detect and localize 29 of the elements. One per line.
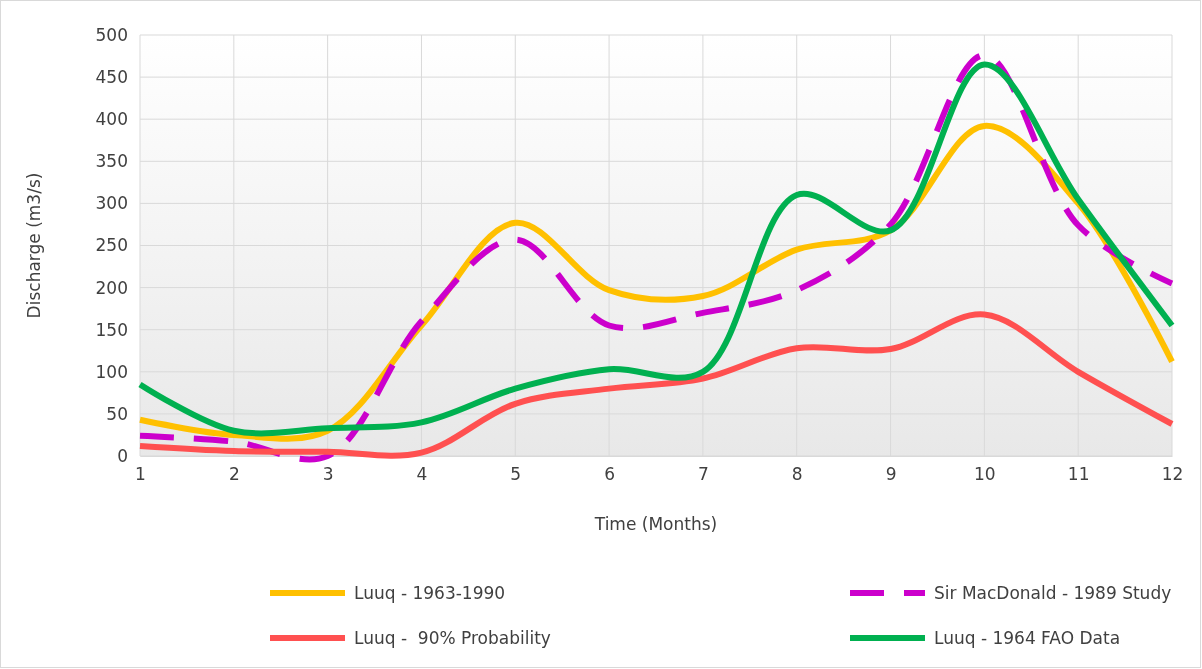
x-tick-label: 4 — [416, 464, 428, 485]
y-tick-label: 100 — [95, 361, 128, 382]
x-tick-label: 6 — [604, 464, 615, 485]
y-tick-label: 250 — [95, 235, 128, 256]
y-tick-label: 0 — [117, 445, 128, 466]
y-tick-label: 450 — [95, 67, 128, 88]
legend-label: Luuq - 1963-1990 — [354, 583, 506, 603]
x-tick-label: 11 — [1067, 464, 1090, 485]
x-tick-label: 3 — [322, 464, 334, 485]
legend-label: Sir MacDonald - 1989 Study — [934, 583, 1172, 603]
y-tick-label: 400 — [95, 109, 128, 130]
x-tick-label: 7 — [698, 464, 709, 485]
x-tick-label: 1 — [135, 464, 146, 485]
y-tick-label: 150 — [95, 319, 128, 340]
y-tick-label: 50 — [106, 403, 128, 424]
x-tick-label: 9 — [885, 464, 897, 485]
x-tick-label: 12 — [1161, 464, 1184, 485]
x-tick-label: 10 — [974, 464, 996, 485]
legend-label: Luuq - 1964 FAO Data — [934, 628, 1121, 648]
y-tick-label: 300 — [95, 193, 128, 214]
x-tick-label: 8 — [791, 464, 803, 485]
y-tick-label: 350 — [95, 151, 128, 172]
x-axis-title: Time (Months) — [593, 514, 718, 534]
y-tick-label: 200 — [95, 277, 128, 298]
legend-label: Luuq - 90% Probability — [354, 628, 551, 648]
y-tick-label: 500 — [95, 24, 128, 45]
y-axis-title: Discharge (m3/s) — [24, 172, 44, 319]
x-tick-label: 2 — [228, 464, 240, 485]
x-tick-label: 5 — [510, 464, 522, 485]
